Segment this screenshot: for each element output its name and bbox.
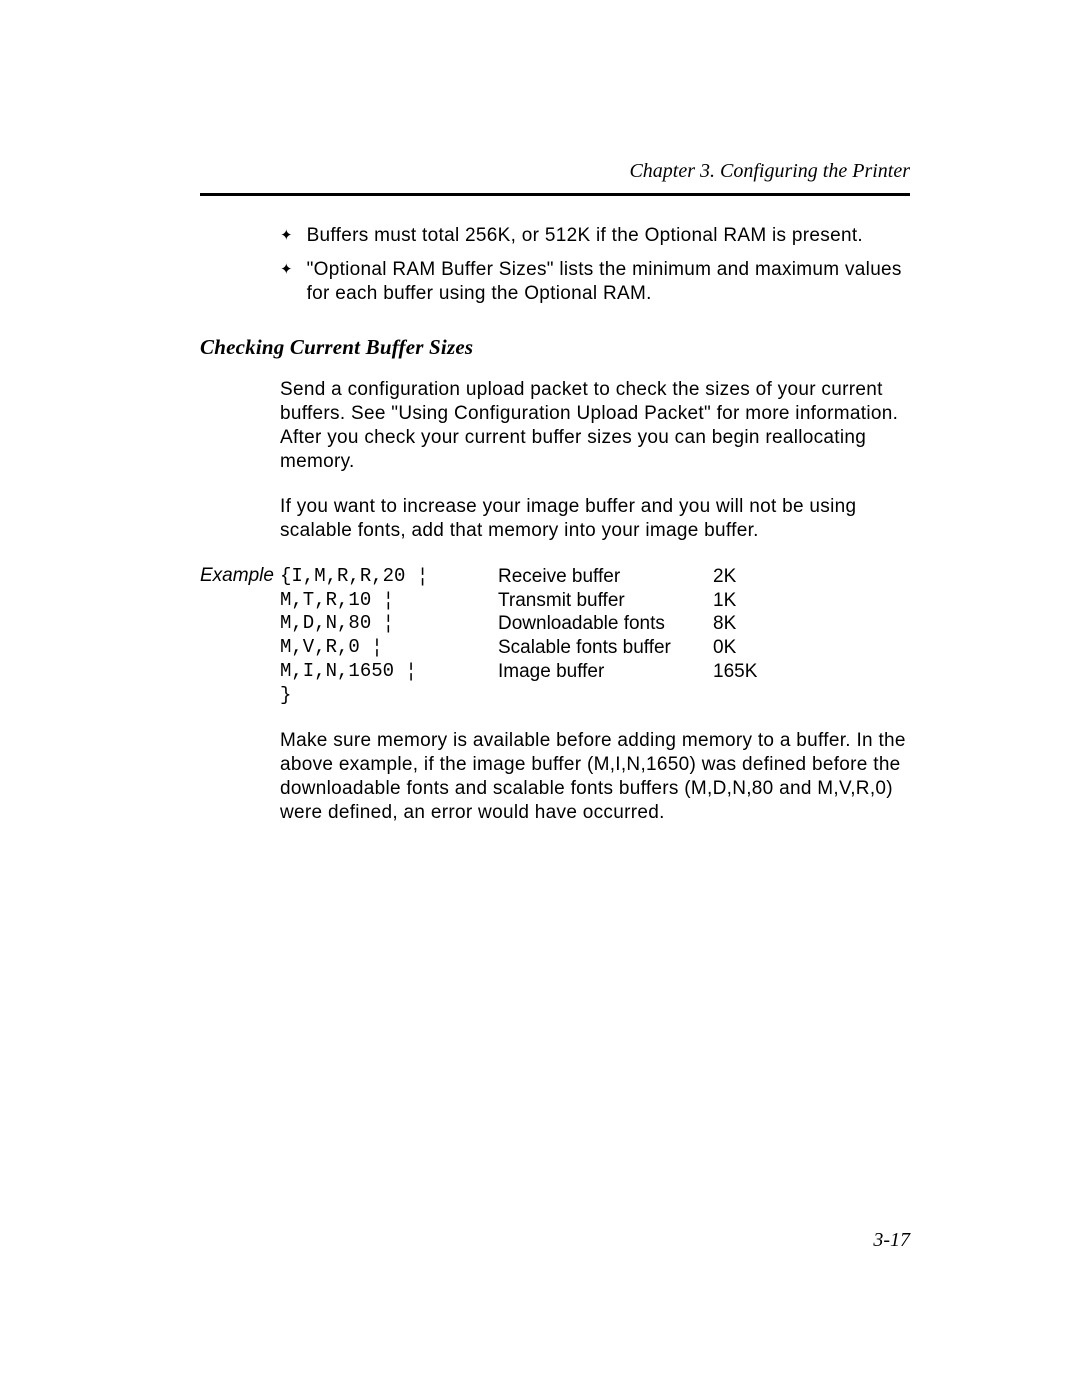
bullet-text: "Optional RAM Buffer Sizes" lists the mi… [307,258,910,306]
desc-row: Scalable fonts buffer [498,636,713,660]
page-number: 3-17 [873,1229,910,1252]
val-row: 2K [713,565,757,589]
chapter-header: Chapter 3. Configuring the Printer [200,160,910,183]
example-content: {I,M,R,R,20 ¦ M,T,R,10 ¦ M,D,N,80 ¦ M,V,… [280,565,757,708]
val-row: 165K [713,660,757,684]
diamond-bullet-icon: ✦ [280,261,293,280]
val-row: 8K [713,612,757,636]
example-value-column: 2K 1K 8K 0K 165K [713,565,757,708]
body-paragraph: If you want to increase your image buffe… [280,495,910,543]
val-row: 1K [713,589,757,613]
body-paragraph: Send a configuration upload packet to ch… [280,378,910,473]
desc-row: Downloadable fonts [498,612,713,636]
desc-row: Image buffer [498,660,713,684]
page: Chapter 3. Configuring the Printer ✦ Buf… [0,0,1080,1397]
header-divider [200,193,910,196]
body-paragraph: Make sure memory is available before add… [280,729,910,824]
example-block: Example {I,M,R,R,20 ¦ M,T,R,10 ¦ M,D,N,8… [200,565,910,708]
diamond-bullet-icon: ✦ [280,227,293,246]
desc-row: Transmit buffer [498,589,713,613]
example-desc-column: Receive buffer Transmit buffer Downloada… [498,565,713,708]
bullet-text: Buffers must total 256K, or 512K if the … [307,224,910,248]
example-code: {I,M,R,R,20 ¦ M,T,R,10 ¦ M,D,N,80 ¦ M,V,… [280,565,498,708]
example-label: Example [200,565,280,708]
bullet-list: ✦ Buffers must total 256K, or 512K if th… [280,224,910,305]
bullet-item: ✦ Buffers must total 256K, or 512K if th… [280,224,910,248]
section-heading: Checking Current Buffer Sizes [200,335,910,360]
val-row: 0K [713,636,757,660]
desc-row: Receive buffer [498,565,713,589]
bullet-item: ✦ "Optional RAM Buffer Sizes" lists the … [280,258,910,306]
